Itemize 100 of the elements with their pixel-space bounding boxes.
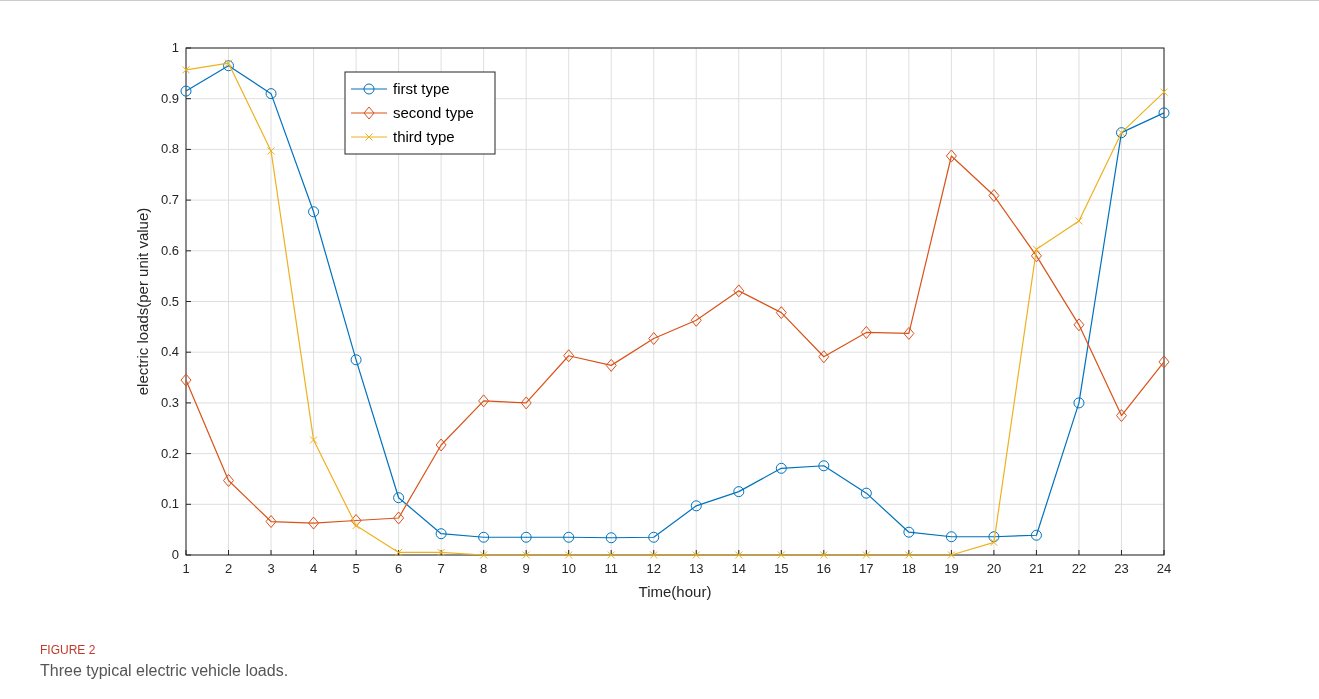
x-tick-label: 10	[561, 561, 576, 576]
point	[733, 486, 745, 498]
y-tick-label: 0.7	[160, 192, 179, 208]
point	[1115, 409, 1127, 423]
point	[223, 60, 235, 72]
point	[734, 551, 743, 559]
point	[860, 487, 872, 499]
point	[223, 473, 235, 487]
point	[267, 146, 276, 155]
y-tick-label: 0.8	[160, 141, 179, 157]
point	[648, 531, 660, 543]
x-tick-label: 14	[731, 561, 747, 576]
x-tick-label: 23	[1114, 561, 1129, 576]
point	[1030, 529, 1042, 541]
point	[988, 531, 1000, 543]
x-tick-label: 7	[437, 561, 445, 576]
point	[308, 206, 320, 218]
point	[818, 350, 830, 364]
point	[1032, 245, 1041, 254]
point	[1073, 318, 1085, 332]
x-tick-label: 24	[1156, 561, 1172, 576]
y-tick-label: 0.4	[160, 344, 179, 360]
point	[182, 65, 190, 74]
point	[564, 551, 573, 559]
point	[435, 438, 447, 452]
point	[989, 538, 998, 547]
point	[988, 189, 1000, 203]
point	[180, 85, 192, 97]
point	[947, 551, 956, 559]
y-tick-label: 0.2	[160, 445, 179, 461]
point	[563, 349, 575, 363]
x-tick-label: 3	[267, 561, 275, 576]
point	[1158, 355, 1170, 369]
point	[903, 326, 915, 340]
point	[605, 532, 617, 544]
point	[1073, 397, 1085, 409]
point	[224, 59, 233, 68]
point	[520, 531, 532, 543]
y-tick-label: 0.1	[160, 496, 179, 512]
point	[352, 521, 361, 530]
point	[775, 462, 787, 474]
point	[945, 531, 957, 543]
x-axis-title: Time(hour)	[638, 583, 712, 600]
point	[945, 149, 957, 163]
point	[437, 548, 446, 557]
x-tick-label: 13	[689, 561, 704, 576]
x-tick-label: 12	[646, 561, 661, 576]
point	[607, 551, 616, 559]
point	[818, 460, 830, 472]
point	[690, 500, 702, 512]
point	[308, 516, 320, 530]
x-tick-label: 5	[352, 561, 360, 576]
point	[478, 531, 490, 543]
x-tick-label: 4	[309, 561, 318, 576]
point	[180, 373, 192, 387]
point	[690, 313, 702, 327]
point	[393, 492, 405, 504]
point	[520, 396, 532, 410]
x-tick-label: 22	[1071, 561, 1087, 576]
point	[733, 284, 745, 298]
point	[393, 511, 405, 525]
point	[692, 551, 701, 559]
point	[350, 514, 362, 528]
point	[1160, 88, 1168, 97]
x-tick-label: 15	[774, 561, 789, 576]
point	[309, 435, 318, 444]
point	[394, 548, 403, 557]
point	[605, 358, 617, 372]
point	[435, 528, 447, 540]
y-tick-label: 0.6	[160, 242, 179, 258]
point	[777, 551, 786, 559]
x-tick-label: 6	[394, 561, 403, 576]
legend-label: third type	[393, 128, 455, 145]
point	[478, 394, 490, 408]
y-tick-label: 0.9	[160, 90, 179, 106]
y-tick-label: 0.5	[160, 293, 179, 309]
point	[479, 551, 488, 559]
point	[903, 526, 915, 538]
point	[265, 88, 277, 100]
point	[775, 306, 787, 320]
legend-label: first type	[393, 80, 450, 97]
y-axis-title: electric loads(per unit value)	[134, 207, 151, 396]
text: Three typical electric vehicle loads.	[40, 662, 289, 679]
point	[862, 551, 871, 559]
x-tick-label: 9	[522, 561, 530, 576]
x-tick-label: 19	[944, 561, 959, 576]
point	[265, 515, 277, 529]
x-tick-label: 18	[901, 561, 917, 576]
x-tick-label: 17	[859, 561, 874, 576]
y-tick-label: 0	[171, 547, 179, 562]
legend-label: second type	[393, 104, 474, 121]
x-tick-label: 1	[182, 561, 190, 576]
x-tick-label: 16	[816, 561, 832, 576]
point	[522, 551, 531, 559]
y-tick-label: 0.3	[160, 394, 179, 410]
point	[1074, 216, 1083, 225]
point	[350, 354, 362, 366]
x-tick-label: 11	[604, 561, 618, 576]
x-tick-label: 20	[986, 561, 1002, 576]
point	[563, 531, 575, 543]
